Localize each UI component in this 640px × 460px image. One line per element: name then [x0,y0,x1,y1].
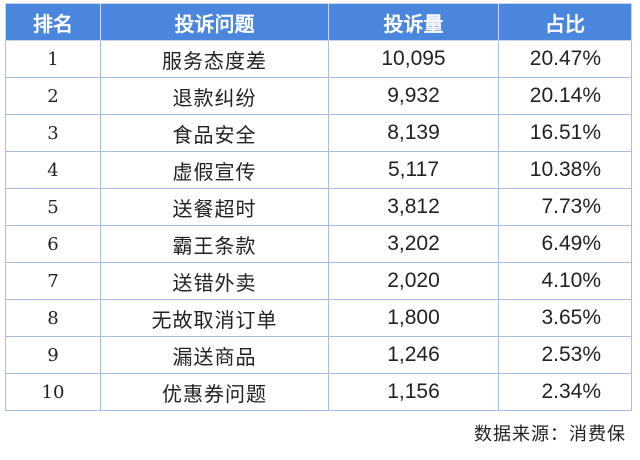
table-row: 4 虚假宣传 5,117 10.38% [5,151,632,189]
data-source-note: 数据来源：消费保 [474,424,626,445]
complaint-table-container: 排名 投诉问题 投诉量 占比 1 服务态度差 10,095 20.47% 2 退… [5,3,632,411]
share-cell: 6.49% [498,225,632,263]
table-row: 5 送餐超时 3,812 7.73% [5,188,632,226]
table-row: 6 霸王条款 3,202 6.49% [5,225,632,263]
rank-cell: 3 [5,114,101,152]
table-row: 9 漏送商品 1,246 2.53% [5,336,632,374]
rank-cell: 6 [5,225,101,263]
rank-cell: 4 [5,151,101,189]
rank-cell: 9 [5,336,101,374]
issue-cell: 送餐超时 [100,188,329,226]
share-cell: 2.34% [498,373,632,411]
count-cell: 3,812 [328,188,499,226]
issue-cell: 食品安全 [100,114,329,152]
rank-cell: 10 [5,373,101,411]
table-row: 7 送错外卖 2,020 4.10% [5,262,632,300]
share-cell: 7.73% [498,188,632,226]
share-cell: 2.53% [498,336,632,374]
issue-cell: 霸王条款 [100,225,329,263]
table-row: 3 食品安全 8,139 16.51% [5,114,632,152]
share-cell: 16.51% [498,114,632,152]
issue-cell: 无故取消订单 [100,299,329,337]
rank-cell: 2 [5,77,101,115]
column-header-share: 占比 [498,3,632,41]
issue-cell: 送错外卖 [100,262,329,300]
issue-cell: 服务态度差 [100,40,329,78]
share-cell: 3.65% [498,299,632,337]
share-cell: 20.47% [498,40,632,78]
share-cell: 4.10% [498,262,632,300]
count-cell: 2,020 [328,262,499,300]
table-header-row: 排名 投诉问题 投诉量 占比 [5,3,632,41]
rank-cell: 7 [5,262,101,300]
count-cell: 10,095 [328,40,499,78]
issue-cell: 退款纠纷 [100,77,329,115]
issue-cell: 优惠券问题 [100,373,329,411]
count-cell: 3,202 [328,225,499,263]
rank-cell: 8 [5,299,101,337]
table-row: 10 优惠券问题 1,156 2.34% [5,373,632,411]
column-header-issue: 投诉问题 [100,3,329,41]
count-cell: 8,139 [328,114,499,152]
column-header-rank: 排名 [5,3,101,41]
complaint-ranking-table: 排名 投诉问题 投诉量 占比 1 服务态度差 10,095 20.47% 2 退… [5,3,632,411]
table-row: 1 服务态度差 10,095 20.47% [5,40,632,78]
rank-cell: 5 [5,188,101,226]
issue-cell: 虚假宣传 [100,151,329,189]
share-cell: 10.38% [498,151,632,189]
count-cell: 5,117 [328,151,499,189]
rank-cell: 1 [5,40,101,78]
count-cell: 1,156 [328,373,499,411]
count-cell: 1,800 [328,299,499,337]
share-cell: 20.14% [498,77,632,115]
column-header-count: 投诉量 [328,3,499,41]
issue-cell: 漏送商品 [100,336,329,374]
table-row: 8 无故取消订单 1,800 3.65% [5,299,632,337]
count-cell: 9,932 [328,77,499,115]
count-cell: 1,246 [328,336,499,374]
table-row: 2 退款纠纷 9,932 20.14% [5,77,632,115]
